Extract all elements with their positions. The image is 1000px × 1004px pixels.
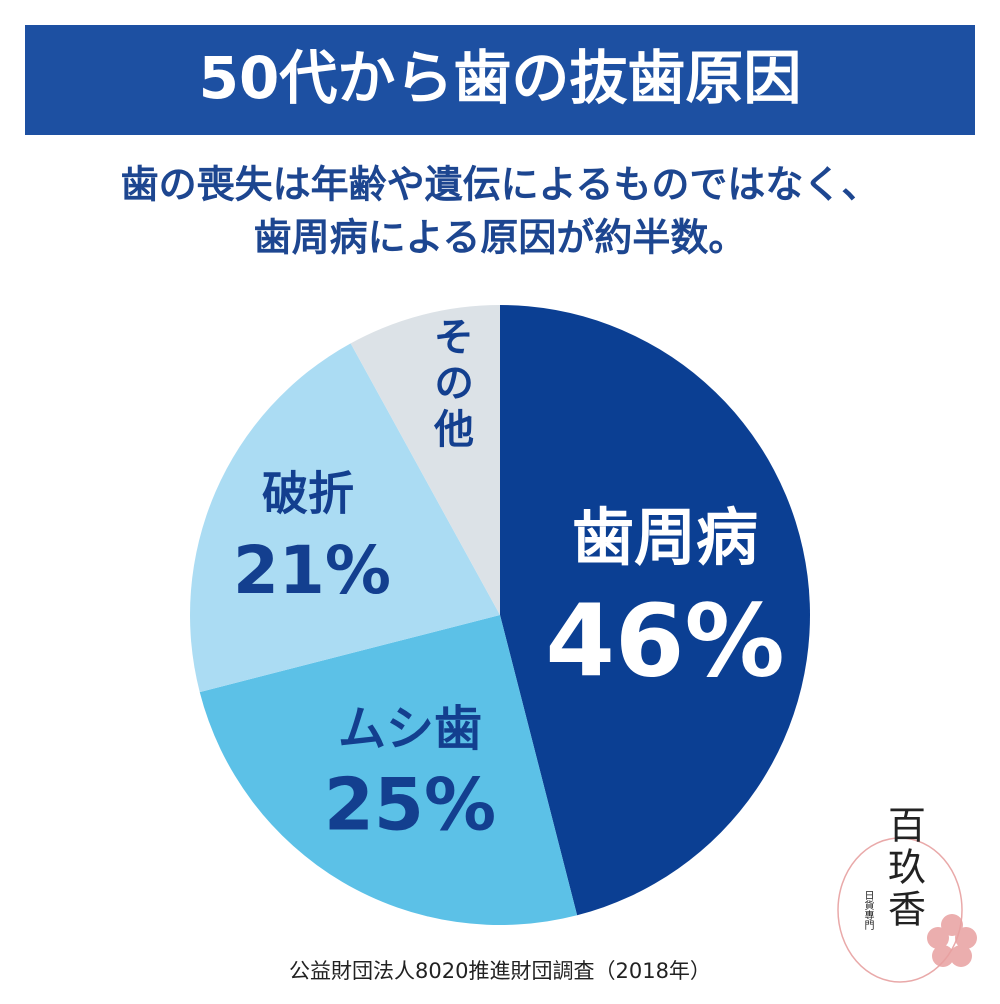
slice-label: その他 bbox=[427, 316, 475, 454]
value-label: 46% bbox=[545, 582, 784, 699]
pie-slice bbox=[500, 305, 810, 916]
slice-label: 歯周病 bbox=[572, 501, 758, 574]
watermark-name: 百玖香 bbox=[882, 805, 926, 931]
title: 50代から歯の抜歯原因 bbox=[199, 44, 802, 112]
pie-slice bbox=[350, 305, 500, 615]
watermark-tagline: 日貨專門 bbox=[862, 890, 874, 931]
pie: 歯周病 46% ムシ歯 25% 破折 21% その他 bbox=[189, 305, 810, 925]
slice-label: ムシ歯 bbox=[338, 701, 482, 757]
value-label: 21% bbox=[233, 532, 391, 609]
value-label: 25% bbox=[324, 763, 496, 847]
subtitle: 歯周病による原因が約半数。 bbox=[254, 216, 747, 260]
watermark-ring bbox=[837, 837, 963, 983]
pie-slice bbox=[199, 615, 578, 925]
title-banner bbox=[25, 25, 975, 135]
watermark: 百玖香 日貨專門 bbox=[837, 805, 977, 983]
subtitle: 歯の喪失は年齢や遺伝によるものではなく、 bbox=[121, 163, 880, 207]
flower bbox=[927, 914, 977, 967]
source: 公益財団法人8020推進財団調査（2018年） bbox=[289, 959, 711, 983]
slice-label: 破折 bbox=[262, 467, 354, 521]
pie-slice bbox=[189, 343, 500, 693]
